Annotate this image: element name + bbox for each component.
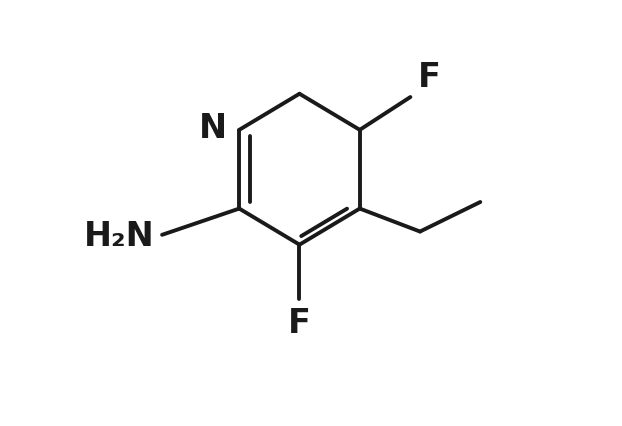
- Text: F: F: [417, 61, 440, 94]
- Text: F: F: [288, 307, 311, 340]
- Text: N: N: [199, 112, 227, 145]
- Text: H₂N: H₂N: [84, 220, 155, 253]
